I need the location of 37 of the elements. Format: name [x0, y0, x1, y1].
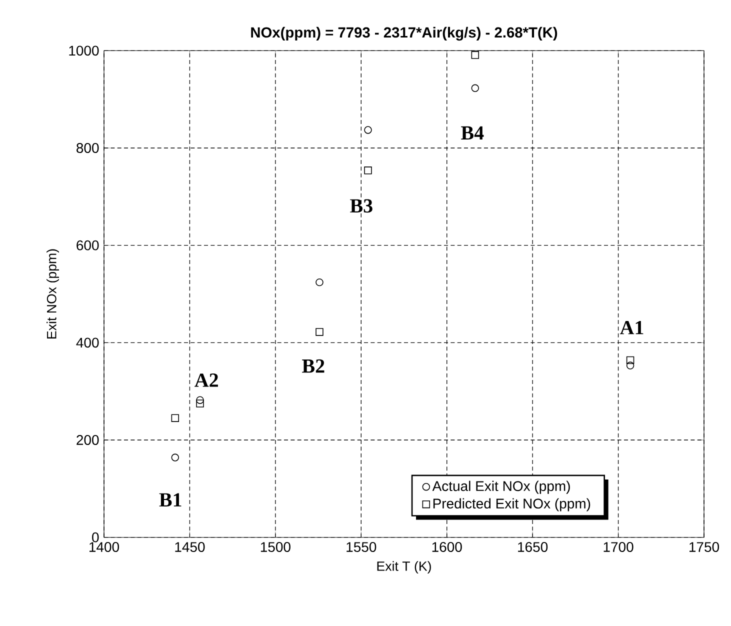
point — [364, 166, 372, 174]
y-tick-label: 0 — [92, 532, 99, 542]
x-tick-label: 1400 — [90, 542, 120, 552]
x-axis-title: Exit T (K) — [377, 561, 431, 574]
point — [626, 356, 634, 364]
x-tick-label: 1550 — [346, 542, 376, 552]
annotation: A1 — [620, 320, 644, 334]
y-tick-label: 800 — [76, 143, 99, 153]
y-tick-label: 1000 — [69, 46, 99, 56]
annotation: B2 — [302, 359, 324, 373]
point — [364, 126, 372, 134]
point — [171, 454, 180, 462]
legend-label: Predicted Exit NOx (ppm) — [433, 498, 590, 512]
annotation: B4 — [461, 126, 484, 140]
point — [471, 51, 480, 59]
annotation: A2 — [194, 374, 218, 387]
x-tick-label: 1500 — [260, 542, 290, 552]
chart-title: NOx(ppm) = 7793 - 2317*Air(kg/s) - 2.68*T(K) — [251, 26, 558, 41]
y-tick-label: 400 — [76, 338, 99, 348]
x-tick-label: 1650 — [518, 542, 548, 552]
x-tick-label: 1750 — [689, 542, 720, 552]
point — [626, 362, 634, 370]
x-tick-label: 1450 — [175, 542, 205, 552]
y-tick-label: 200 — [76, 435, 99, 445]
annotation: B3 — [350, 199, 372, 213]
legend-label: Actual Exit NOx (ppm) — [432, 480, 570, 494]
point — [316, 278, 324, 286]
annotation: B1 — [159, 493, 182, 506]
x-tick-label: 1700 — [604, 542, 634, 552]
point — [171, 414, 180, 422]
point — [196, 396, 204, 404]
y-tick-label: 600 — [76, 240, 99, 250]
point — [471, 84, 480, 92]
x-tick-label: 1600 — [432, 542, 462, 552]
y-axis-title: Exit NOx (ppm) — [46, 249, 59, 338]
point — [196, 400, 204, 408]
point — [316, 328, 324, 336]
